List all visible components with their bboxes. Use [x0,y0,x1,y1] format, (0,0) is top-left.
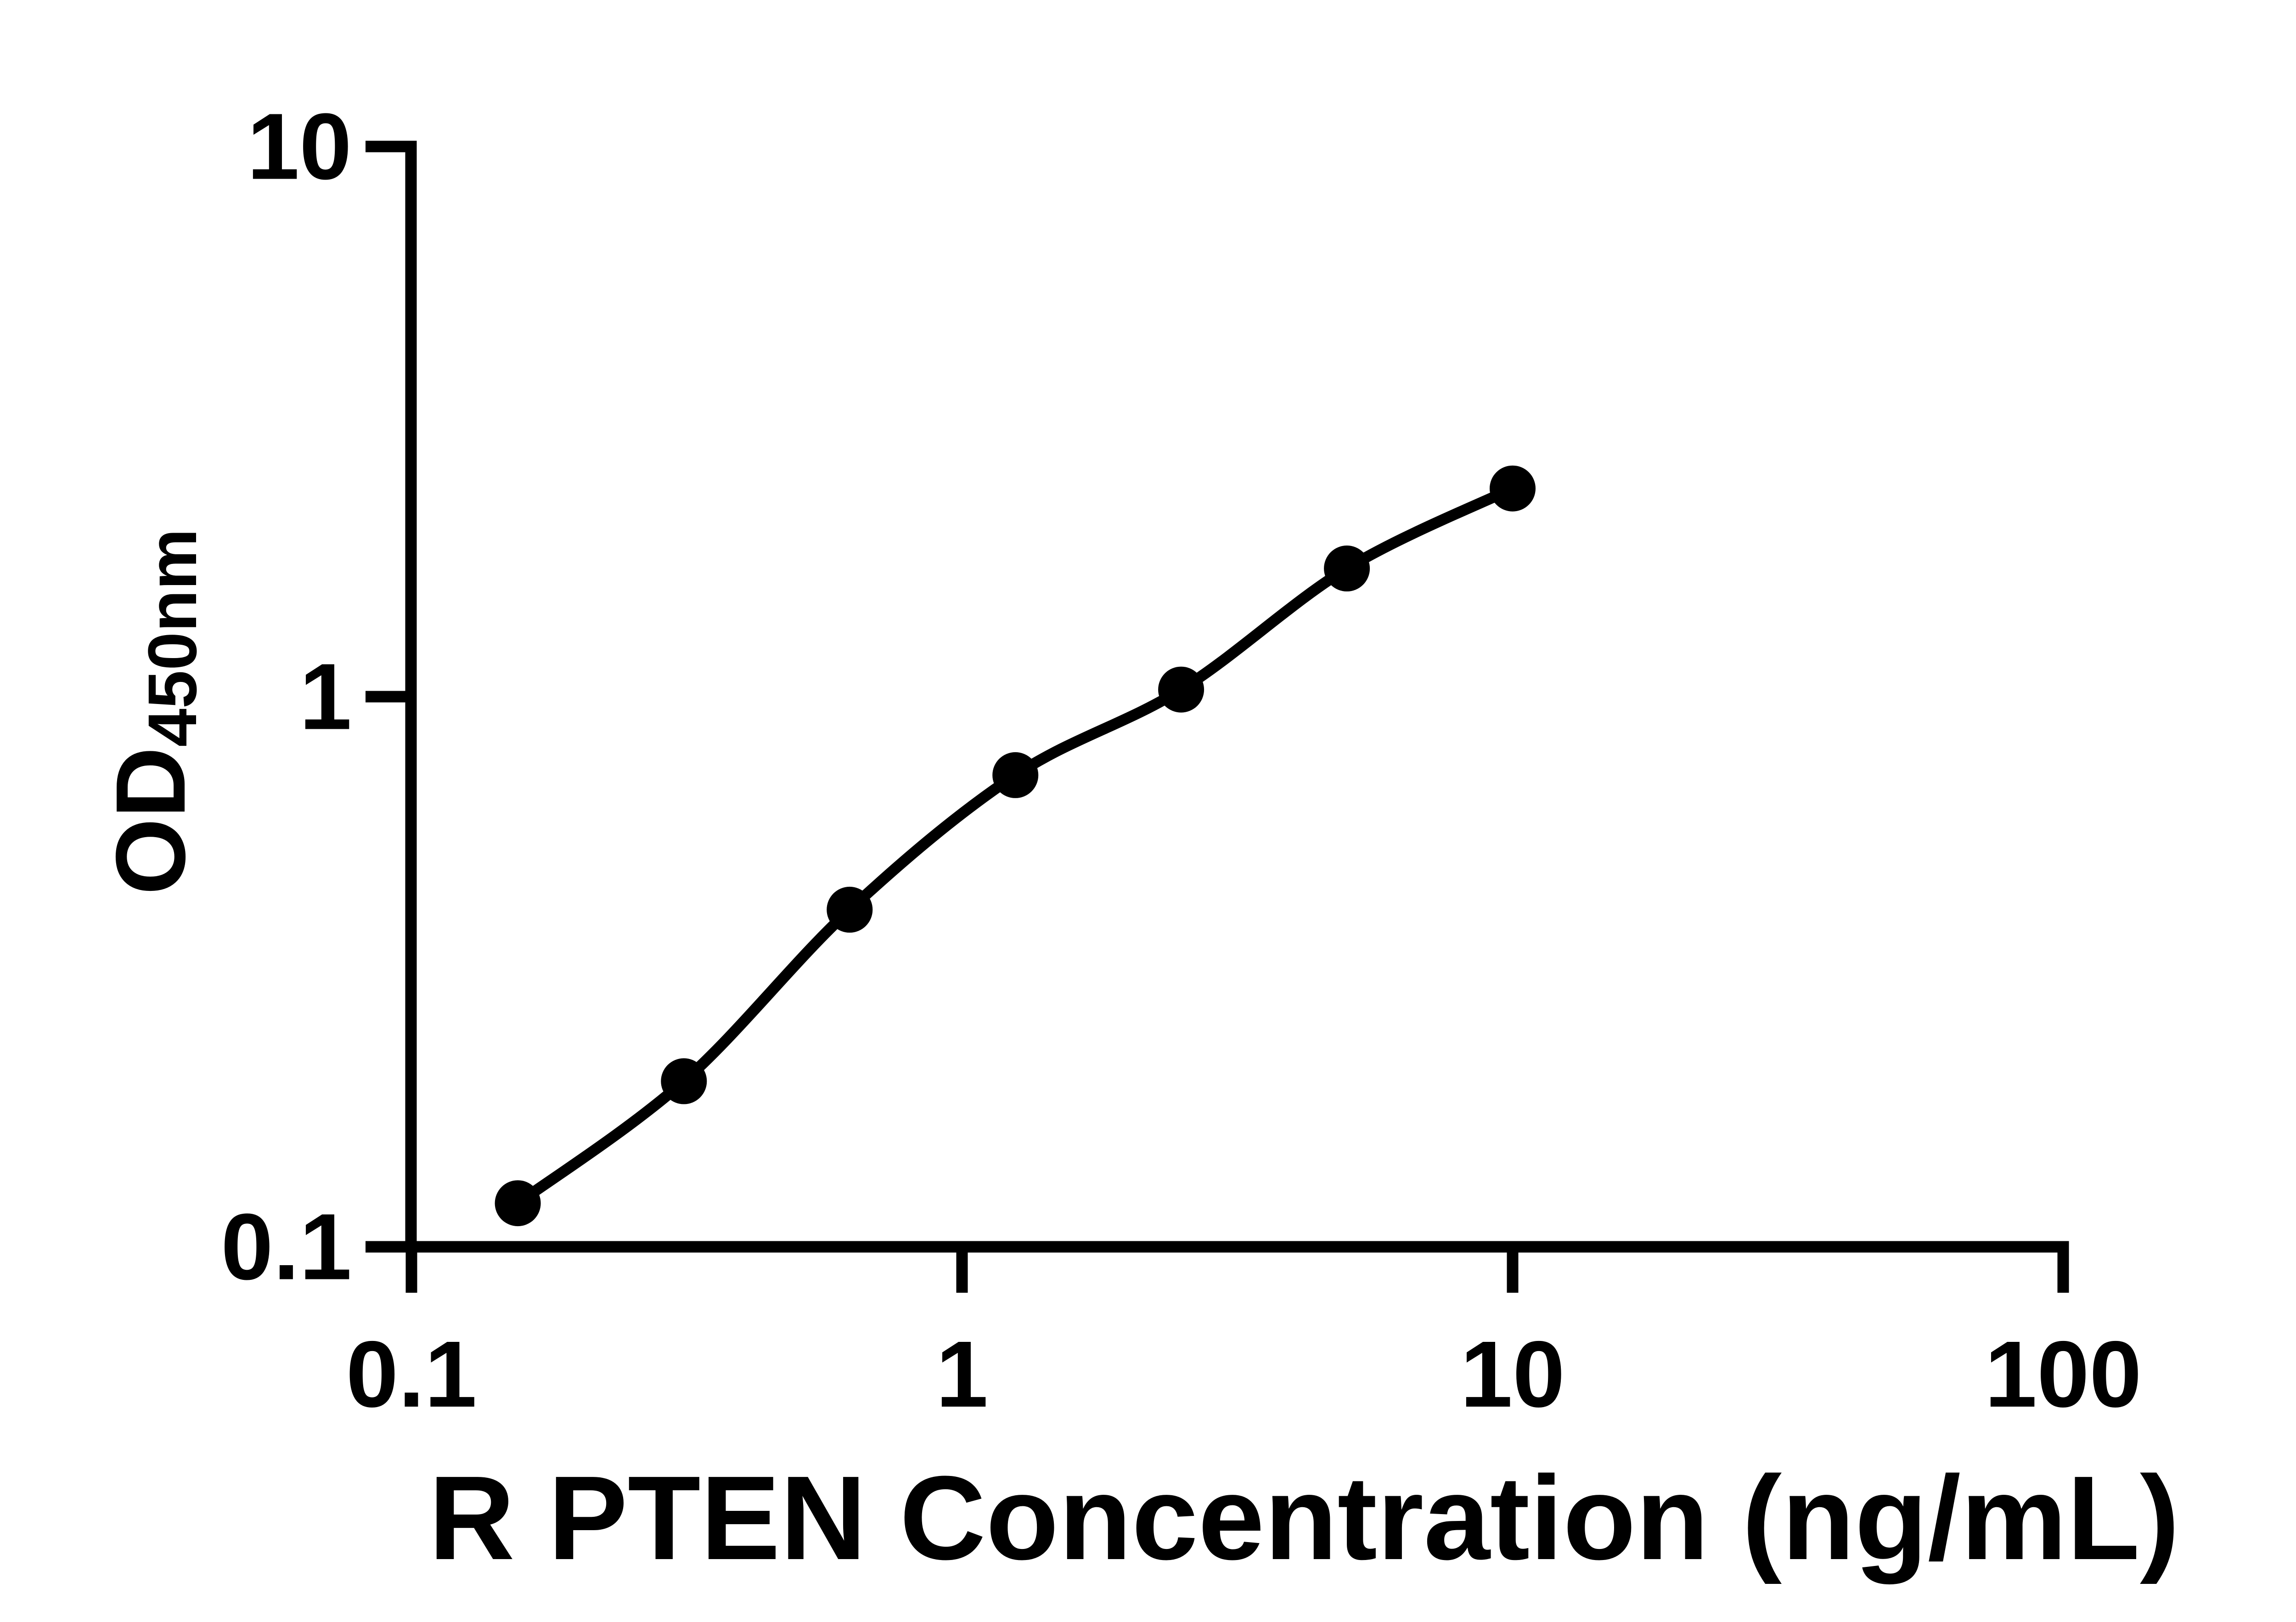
x-tick-label-10: 10 [1460,1322,1565,1427]
x-tick-label-0.1: 0.1 [346,1322,477,1427]
y-tick-label-10: 10 [247,94,352,199]
data-point-1 [661,1058,707,1104]
y-tick-label-0.1: 0.1 [221,1194,352,1300]
x-axis-title: R PTEN Concentration (ng/mL) [428,1452,2180,1585]
x-tick-label-1: 1 [935,1322,989,1427]
data-point-6 [1490,465,1536,512]
data-point-0 [495,1180,541,1227]
y-tick-label-1: 1 [299,644,352,749]
y-axis-title: OD450nm [95,529,211,895]
data-point-2 [827,886,873,933]
data-point-5 [1324,545,1370,591]
data-point-4 [1158,666,1204,713]
data-point-3 [992,752,1039,798]
y-axis-title-base: OD [95,747,206,895]
x-tick-label-100: 100 [1984,1322,2142,1427]
y-axis-title-subscript: 450nm [134,529,211,747]
